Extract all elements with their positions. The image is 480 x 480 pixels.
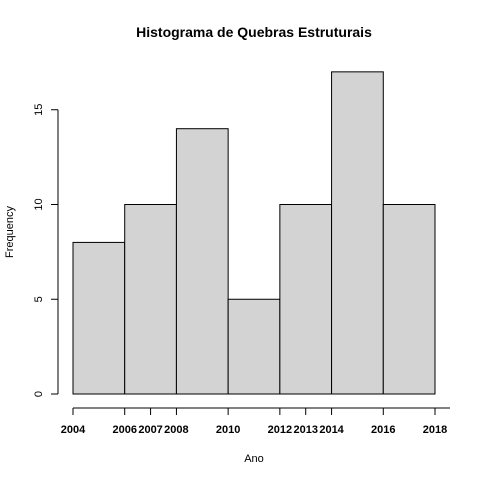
y-axis-label: Frequency bbox=[4, 206, 16, 258]
x-axis: 2004 2006 2007 2008 2010 2012 2013 2014 2016 2018 bbox=[61, 407, 450, 436]
x-axis-label: Ano bbox=[244, 453, 264, 465]
histogram-bar bbox=[124, 204, 177, 395]
x-tick-label: 2014 bbox=[319, 424, 344, 436]
y-tick-label: 5 bbox=[33, 296, 45, 302]
histogram-bar bbox=[227, 298, 281, 395]
histogram-bar bbox=[279, 204, 333, 395]
x-tick-label: 2013 bbox=[293, 424, 317, 436]
histogram-bar bbox=[382, 204, 436, 395]
x-tick-label: 2010 bbox=[216, 424, 240, 436]
y-axis: 0 5 10 15 bbox=[33, 104, 59, 397]
histogram-bar bbox=[72, 241, 126, 395]
bars-group bbox=[72, 71, 436, 395]
x-tick-label: 2004 bbox=[61, 424, 86, 436]
y-tick-label: 15 bbox=[33, 104, 45, 116]
histogram-bar bbox=[331, 71, 384, 395]
x-tick-label: 2008 bbox=[164, 424, 188, 436]
x-tick-label: 2018 bbox=[423, 424, 447, 436]
x-tick-label: 2016 bbox=[371, 424, 395, 436]
histogram-bar bbox=[175, 128, 229, 395]
y-tick-label: 10 bbox=[33, 198, 45, 210]
chart-title: Histograma de Quebras Estruturais bbox=[136, 24, 372, 40]
y-tick-label: 0 bbox=[33, 391, 45, 397]
x-tick-label: 2006 bbox=[112, 424, 136, 436]
x-tick-label: 2007 bbox=[138, 424, 162, 436]
x-tick-label: 2012 bbox=[268, 424, 292, 436]
